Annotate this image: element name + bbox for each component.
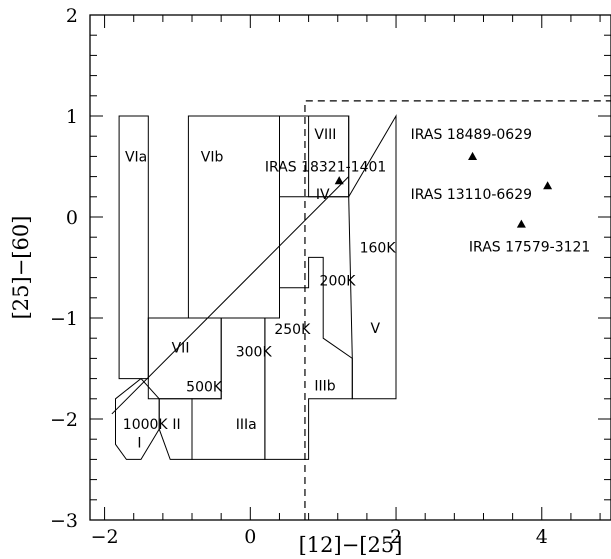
- temperature-label: 1000K: [123, 417, 169, 433]
- region-label-iiib: IIIb: [314, 379, 335, 395]
- temperature-label: 200K: [320, 274, 357, 290]
- region-label-vii: VII: [172, 340, 190, 356]
- temperature-label: 160K: [360, 240, 397, 256]
- x-tick-label: 2: [390, 526, 402, 548]
- region-label-iv: IV: [316, 187, 330, 203]
- region-label-vib: VIb: [201, 149, 224, 165]
- x-tick-label: −2: [91, 526, 119, 548]
- x-tick-label: 0: [244, 526, 256, 548]
- region-v: [348, 114, 397, 400]
- region-label-v: V: [371, 321, 381, 337]
- y-tick-label: −2: [50, 409, 78, 431]
- point-label: IRAS 18321-1401: [265, 160, 386, 176]
- data-point: [516, 219, 526, 228]
- axes-layer: −2 0 2 4 −3 −2 −1 0 1 2: [50, 5, 611, 548]
- region-label-viii: VIII: [314, 127, 336, 143]
- region-vib: [187, 115, 280, 319]
- y-tick-label: 1: [66, 106, 78, 128]
- temperature-label: 250K: [274, 322, 311, 338]
- x-axis-label: [12]−[25]: [299, 533, 403, 557]
- data-point: [468, 151, 478, 160]
- region-label-i: I: [137, 435, 141, 451]
- temperature-label: 500K: [186, 380, 223, 396]
- blackbody-line: [111, 176, 350, 415]
- region-label-via: VIa: [125, 149, 147, 165]
- y-axis-label: [25]−[60]: [9, 216, 33, 320]
- region-label-ii: II: [172, 417, 180, 433]
- point-label: IRAS 13110-6629: [411, 187, 532, 203]
- y-tick-label: 0: [66, 207, 78, 229]
- region-label-iiia: IIIa: [236, 417, 257, 433]
- point-label: IRAS 17579-3121: [469, 239, 590, 255]
- data-point: [543, 181, 553, 190]
- data-point: [334, 176, 344, 185]
- region-via: [118, 115, 149, 380]
- y-tick-label: −1: [50, 308, 78, 330]
- y-tick-label: 2: [66, 5, 78, 27]
- point-label: IRAS 18489-0629: [411, 127, 532, 143]
- x-tick-label: 4: [536, 526, 548, 548]
- plot-frame: [89, 14, 611, 521]
- points-layer: IRAS 18321-1401 IRAS 18489-0629 IRAS 13110…: [265, 127, 590, 255]
- temperature-label: 300K: [236, 344, 273, 360]
- y-tick-label: −3: [50, 510, 78, 532]
